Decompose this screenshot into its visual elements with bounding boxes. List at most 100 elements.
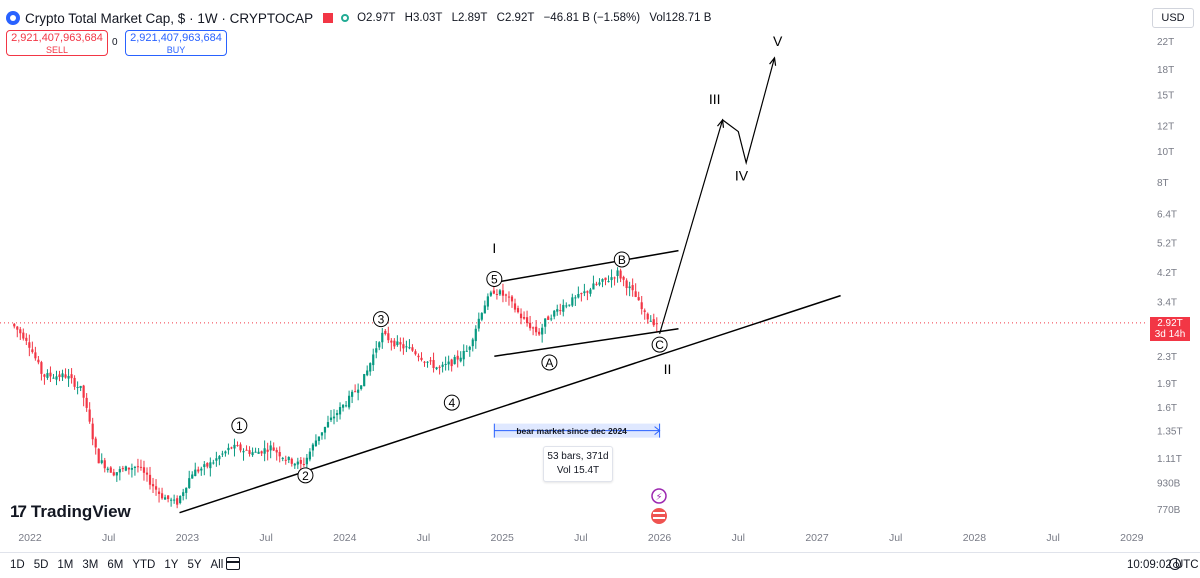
candle-body bbox=[568, 304, 571, 306]
buy-button[interactable]: 2,921,407,963,684 BUY bbox=[125, 30, 227, 56]
candle-body bbox=[646, 313, 649, 320]
y-tick-label: 15T bbox=[1157, 90, 1174, 101]
candle-body bbox=[643, 310, 646, 312]
candle-body bbox=[269, 445, 272, 451]
range-5d[interactable]: 5D bbox=[33, 559, 49, 571]
candle-body bbox=[43, 374, 46, 377]
candle-body bbox=[504, 294, 508, 296]
candle-body bbox=[634, 291, 637, 297]
flag-icon[interactable] bbox=[323, 13, 334, 23]
candle-body bbox=[495, 293, 499, 295]
candle-body bbox=[254, 451, 257, 453]
candle-body bbox=[278, 452, 281, 457]
candle-body bbox=[357, 389, 360, 393]
candle-body bbox=[544, 318, 547, 327]
candle-body bbox=[287, 457, 290, 461]
candle-body bbox=[91, 423, 94, 440]
candle-body bbox=[275, 449, 278, 453]
range-5y[interactable]: 5Y bbox=[187, 559, 202, 571]
candle-body bbox=[263, 448, 266, 454]
range-1m[interactable]: 1M bbox=[57, 559, 74, 571]
candle-body bbox=[553, 310, 556, 317]
symbol-title[interactable]: Crypto Total Market Cap, $ · 1W · CRYPTO… bbox=[25, 10, 314, 26]
range-ytd[interactable]: YTD bbox=[132, 559, 156, 571]
utc-clock[interactable]: 10:09:02 UTC bbox=[1127, 559, 1199, 571]
flag-stripe bbox=[653, 517, 665, 519]
candle-body bbox=[305, 457, 308, 465]
x-tick-label: 2027 bbox=[805, 532, 829, 544]
candle-body bbox=[290, 458, 293, 464]
candle-body bbox=[450, 359, 453, 367]
trendline bbox=[494, 328, 679, 357]
x-tick-label: Jul bbox=[417, 532, 430, 544]
buy-label: BUY bbox=[166, 45, 186, 55]
candle-body bbox=[248, 450, 251, 454]
candle-body bbox=[212, 462, 215, 464]
chart-header: Crypto Total Market Cap, $ · 1W · CRYPTO… bbox=[6, 9, 717, 27]
wave-label: 5 bbox=[491, 272, 498, 286]
price-chart[interactable]: 22T 18T 15T 12T 10T 8T 6.4T 5.2T 4.2T 3.4T 2.3T 1.9… bbox=[0, 0, 1200, 552]
candle-body bbox=[160, 493, 164, 499]
wave-label: I bbox=[492, 240, 496, 256]
range-3m[interactable]: 3M bbox=[82, 559, 99, 571]
range-6m[interactable]: 6M bbox=[107, 559, 124, 571]
range-1d[interactable]: 1D bbox=[10, 559, 25, 571]
arrowhead bbox=[769, 56, 777, 66]
candle-body bbox=[378, 342, 381, 348]
candle-body bbox=[70, 374, 73, 379]
candle-body bbox=[616, 270, 619, 276]
trendline bbox=[494, 249, 679, 284]
candle-body bbox=[148, 474, 152, 485]
candle-body bbox=[498, 290, 502, 295]
tradingview-logo: 17 TradingView bbox=[10, 502, 131, 522]
currency-selector[interactable]: USD bbox=[1152, 8, 1194, 28]
symbol-icon bbox=[6, 11, 20, 25]
candle-body bbox=[393, 340, 396, 347]
candle-body bbox=[109, 467, 112, 473]
x-tick-label: 2029 bbox=[1120, 532, 1144, 544]
gear-icon[interactable] bbox=[1169, 558, 1181, 570]
bar-countdown: 3d 14h bbox=[1154, 329, 1186, 340]
candle-body bbox=[444, 363, 447, 365]
range-1y[interactable]: 1Y bbox=[164, 559, 179, 571]
x-tick-label: Jul bbox=[732, 532, 745, 544]
candle-body bbox=[471, 339, 474, 347]
candle-body bbox=[103, 460, 106, 469]
brand-name: TradingView bbox=[30, 502, 131, 521]
candle-body bbox=[182, 492, 185, 497]
candle-body bbox=[381, 332, 384, 343]
candle-body bbox=[185, 487, 188, 493]
candle-body bbox=[142, 467, 146, 473]
candle-body bbox=[435, 367, 438, 370]
candle-body bbox=[335, 413, 339, 416]
candle-body bbox=[480, 313, 483, 320]
candle-body bbox=[601, 279, 604, 282]
candle-body bbox=[194, 469, 197, 477]
sell-button[interactable]: 2,921,407,963,684 SELL bbox=[6, 30, 108, 56]
candle-body bbox=[619, 270, 622, 279]
candle-body bbox=[203, 464, 206, 468]
y-tick-label: 930B bbox=[1157, 479, 1181, 490]
range-all[interactable]: All bbox=[210, 559, 224, 571]
wave-label: 2 bbox=[302, 469, 309, 483]
candle-body bbox=[513, 303, 517, 310]
candle-body bbox=[296, 461, 299, 465]
wave-label-circle bbox=[443, 394, 460, 411]
wave-label: IV bbox=[735, 167, 749, 183]
last-price: 2.92T bbox=[1157, 318, 1183, 329]
candle-body bbox=[453, 357, 456, 365]
sell-label: SELL bbox=[45, 45, 69, 55]
candle-body bbox=[595, 283, 598, 285]
candle-body bbox=[260, 451, 263, 454]
candle-body bbox=[308, 451, 311, 460]
candle-body bbox=[79, 385, 82, 389]
candle-body bbox=[82, 385, 85, 398]
wave-label-circle bbox=[231, 417, 248, 434]
candle-body bbox=[559, 310, 562, 312]
calendar-icon[interactable] bbox=[226, 557, 240, 570]
candle-body bbox=[347, 395, 351, 408]
wave-label: B bbox=[618, 253, 626, 267]
candle-body bbox=[332, 416, 336, 419]
candle-body bbox=[145, 472, 149, 475]
candle-body bbox=[501, 290, 505, 296]
